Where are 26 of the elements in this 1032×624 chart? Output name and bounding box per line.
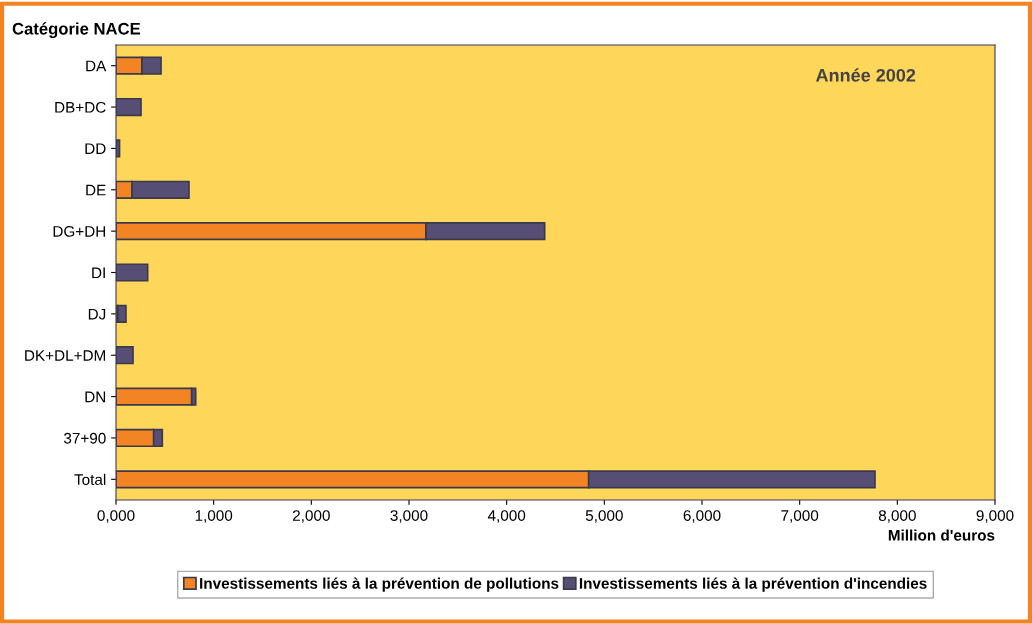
annotation: Année 2002 bbox=[815, 68, 916, 82]
y-tick-label: DD bbox=[85, 143, 106, 154]
x-tick-label: 2,000 bbox=[292, 510, 330, 523]
y-tick-label: DE bbox=[86, 184, 106, 196]
y-tick-label: DJ bbox=[88, 308, 106, 320]
x-axis-title: Million d'euros bbox=[888, 529, 995, 541]
y-tick-label: DA bbox=[86, 60, 107, 72]
x-tick-label: 7,000 bbox=[781, 510, 819, 523]
y-tick-label: DI bbox=[92, 267, 105, 279]
y-tick-label: DB+DC bbox=[55, 101, 106, 113]
x-tick-label: 3,000 bbox=[390, 510, 428, 523]
legend-label: Investissements liés à la prévention de pollutions bbox=[200, 577, 559, 592]
x-tick-label: 8,000 bbox=[878, 510, 916, 523]
y-tick-label: 37+90 bbox=[63, 432, 106, 444]
legend-label: Investissements liés à la prévention d'incendies bbox=[579, 577, 927, 592]
y-tick-label: DN bbox=[85, 391, 106, 403]
x-tick-label: 4,000 bbox=[487, 510, 526, 523]
x-tick-label: 6,000 bbox=[683, 510, 721, 523]
y-tick-label: Total bbox=[74, 473, 106, 485]
x-tick-label: 9,000 bbox=[976, 510, 1014, 523]
y-tick-label: DK+DL+DM bbox=[25, 350, 106, 361]
x-tick-label: 5,000 bbox=[585, 510, 623, 523]
y-tick-label: DG+DH bbox=[53, 226, 106, 237]
x-tick-label: 1,000 bbox=[195, 510, 233, 523]
x-tick-label: 0,000 bbox=[97, 510, 135, 523]
y-axis-title: Catégorie NACE bbox=[12, 22, 141, 38]
